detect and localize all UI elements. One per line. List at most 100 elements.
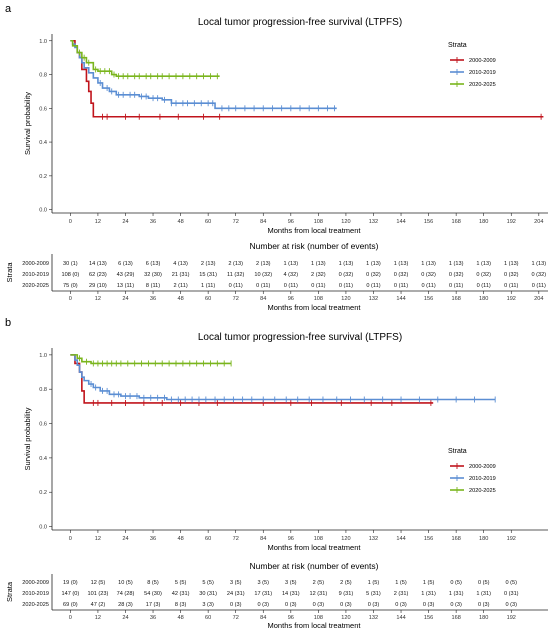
risk-cell: 2 (5): [340, 580, 352, 586]
risk-cell: 0 (32): [476, 272, 491, 278]
risk-cell: 1 (13): [339, 261, 354, 267]
risk-cell: 3 (5): [258, 580, 270, 586]
risk-x-tick-label: 36: [150, 296, 156, 302]
panel-a: a Local tumor progression-free survival (…: [5, 3, 548, 312]
risk-cell: 4 (32): [284, 272, 299, 278]
risk-x-tick-label: 0: [69, 296, 72, 302]
x-axis-title: Months from local treatment: [268, 226, 362, 235]
risk-cell: 69 (0): [63, 602, 78, 608]
risk-x-tick-label: 24: [122, 615, 128, 621]
risk-x-tick-label: 108: [314, 615, 323, 621]
risk-cell: 0 (3): [450, 602, 462, 608]
risk-x-tick-label: 24: [122, 296, 128, 302]
y-tick-label: 0.0: [39, 208, 47, 214]
risk-x-tick-label: 60: [205, 296, 211, 302]
risk-cell: 62 (23): [89, 272, 107, 278]
risk-row-label: 2020-2025: [22, 283, 49, 289]
risk-cell: 1 (31): [421, 591, 436, 597]
y-tick-label: 0.4: [39, 456, 47, 462]
panel-label: a: [5, 3, 12, 15]
risk-x-tick-label: 0: [69, 615, 72, 621]
risk-row-label: 2010-2019: [22, 591, 49, 597]
legend-label: 2010-2019: [469, 70, 496, 76]
risk-cell: 17 (31): [254, 591, 272, 597]
legend-title: Strata: [448, 448, 467, 455]
risk-x-tick-label: 180: [479, 615, 488, 621]
risk-x-tick-label: 108: [314, 296, 323, 302]
risk-cell: 1 (5): [423, 580, 435, 586]
risk-cell: 6 (13): [118, 261, 133, 267]
risk-cell: 1 (13): [366, 261, 381, 267]
x-tick-label: 84: [260, 536, 266, 542]
risk-row-label: 2000-2009: [22, 580, 49, 586]
risk-cell: 0 (11): [284, 283, 298, 289]
legend-label: 2000-2009: [469, 464, 496, 470]
risk-cell: 147 (0): [62, 591, 80, 597]
risk-cell: 10 (5): [118, 580, 133, 586]
risk-cell: 8 (11): [146, 283, 160, 289]
risk-cell: 47 (2): [91, 602, 106, 608]
risk-cell: 2 (32): [311, 272, 326, 278]
risk-x-tick-label: 36: [150, 615, 156, 621]
x-tick-label: 204: [534, 219, 543, 225]
risk-cell: 43 (29): [117, 272, 135, 278]
risk-cell: 0 (5): [506, 580, 518, 586]
risk-cell: 3 (5): [285, 580, 297, 586]
risk-x-tick-label: 12: [95, 296, 101, 302]
y-axis-title: Survival probability: [23, 92, 32, 155]
panel-label: b: [5, 317, 11, 329]
risk-cell: 8 (5): [147, 580, 159, 586]
risk-x-tick-label: 84: [260, 296, 266, 302]
risk-cell: 1 (11): [201, 283, 215, 289]
risk-cell: 1 (13): [394, 261, 409, 267]
series-line-2010-2019: [70, 354, 496, 401]
risk-cell: 30 (31): [199, 591, 217, 597]
series-line-2020-2025: [70, 39, 220, 78]
risk-cell: 101 (23): [88, 591, 109, 597]
risk-cell: 0 (3): [313, 602, 325, 608]
y-tick-label: 0.8: [39, 387, 47, 393]
risk-cell: 0 (3): [340, 602, 352, 608]
risk-cell: 0 (11): [421, 283, 435, 289]
x-tick-label: 120: [341, 536, 350, 542]
risk-cell: 5 (31): [366, 591, 381, 597]
x-tick-label: 180: [479, 536, 488, 542]
risk-cell: 0 (11): [366, 283, 380, 289]
risk-cell: 3 (5): [230, 580, 242, 586]
risk-cell: 5 (5): [175, 580, 187, 586]
risk-x-tick-label: 48: [177, 296, 183, 302]
risk-cell: 14 (13): [89, 261, 107, 267]
x-tick-label: 156: [424, 536, 433, 542]
risk-cell: 21 (31): [172, 272, 190, 278]
risk-cell: 8 (3): [175, 602, 187, 608]
risk-cell: 0 (32): [339, 272, 354, 278]
y-tick-label: 1.0: [39, 39, 47, 45]
risk-row-label: 2000-2009: [22, 261, 49, 267]
x-tick-label: 108: [314, 536, 323, 542]
risk-cell: 0 (3): [258, 602, 270, 608]
risk-cell: 0 (3): [395, 602, 407, 608]
risk-row-label: 2010-2019: [22, 272, 49, 278]
legend-title: Strata: [448, 42, 467, 49]
risk-cell: 0 (3): [423, 602, 435, 608]
risk-cell: 1 (31): [476, 591, 491, 597]
risk-cell: 32 (30): [144, 272, 162, 278]
risk-cell: 24 (31): [227, 591, 245, 597]
risk-cell: 0 (32): [394, 272, 409, 278]
risk-x-tick-label: 12: [95, 615, 101, 621]
x-tick-label: 108: [314, 219, 323, 225]
x-tick-label: 36: [150, 536, 156, 542]
risk-cell: 4 (13): [173, 261, 188, 267]
risk-x-tick-label: 168: [451, 296, 460, 302]
risk-cell: 0 (11): [532, 283, 546, 289]
x-tick-label: 144: [396, 536, 405, 542]
x-tick-label: 60: [205, 219, 211, 225]
risk-cell: 2 (11): [173, 283, 187, 289]
risk-cell: 0 (31): [504, 591, 519, 597]
risk-cell: 0 (11): [394, 283, 408, 289]
risk-cell: 0 (11): [504, 283, 518, 289]
x-tick-label: 168: [451, 219, 460, 225]
risk-cell: 14 (31): [282, 591, 300, 597]
risk-cell: 0 (3): [478, 602, 490, 608]
x-tick-label: 24: [122, 536, 128, 542]
